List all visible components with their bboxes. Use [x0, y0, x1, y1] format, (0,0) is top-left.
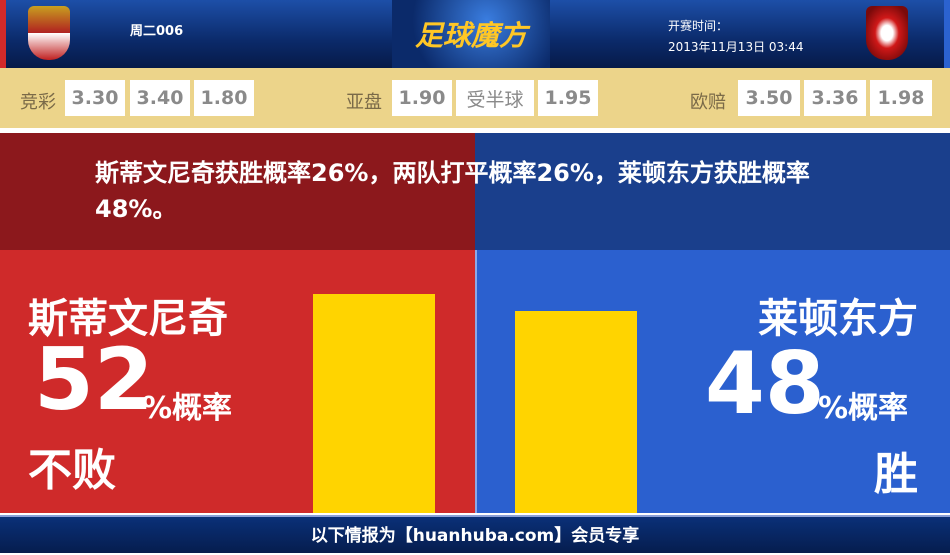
- jingcai-label: 竞彩: [20, 92, 56, 113]
- handicap-value: 受半球: [456, 80, 534, 116]
- euro-label: 欧赔: [690, 92, 726, 113]
- summary-bg-away: [475, 133, 950, 250]
- odds-value: 3.50: [738, 80, 800, 116]
- odds-bar: 竞彩 3.30 3.40 1.80 亚盘 1.90 受半球 1.95 欧赔 3.…: [0, 68, 950, 128]
- members-banner[interactable]: 以下情报为【huanhuba.com】会员专享: [0, 515, 950, 553]
- odds-value: 1.98: [870, 80, 932, 116]
- asian-label: 亚盘: [346, 92, 382, 113]
- odds-value: 1.95: [538, 80, 598, 116]
- away-outcome: 胜: [874, 449, 918, 500]
- kickoff-label: 开赛时间：: [668, 19, 729, 33]
- summary-text: 斯蒂文尼奇获胜概率26%，两队打平概率26%，莱顿东方获胜概率48%。: [95, 159, 810, 223]
- summary-bg-home: [0, 133, 475, 250]
- home-percent: 52: [34, 330, 154, 430]
- header: 周二006 足球魔方 开赛时间： 2013年11月13日 03:44: [0, 0, 950, 68]
- odds-value: 1.80: [194, 80, 254, 116]
- away-team-name: 莱顿东方: [758, 296, 918, 342]
- match-code: 周二006: [130, 24, 184, 39]
- home-percent-unit: %概率: [142, 391, 233, 426]
- logo: 足球魔方: [392, 0, 550, 68]
- home-probability-bar: [313, 294, 435, 513]
- home-crest-icon: [28, 6, 70, 60]
- away-percent: 48: [705, 334, 825, 434]
- away-color-strip: [944, 0, 950, 68]
- away-percent-unit: %概率: [818, 391, 909, 426]
- odds-value: 3.40: [130, 80, 190, 116]
- odds-value: 3.36: [804, 80, 866, 116]
- kickoff-time: 2013年11月13日 03:44: [668, 40, 804, 54]
- home-color-strip: [0, 0, 6, 68]
- odds-value: 3.30: [65, 80, 125, 116]
- home-outcome: 不败: [28, 445, 116, 496]
- away-crest-icon: [866, 6, 908, 60]
- kickoff: 开赛时间： 2013年11月13日 03:44: [668, 16, 803, 58]
- odds-value: 1.90: [392, 80, 452, 116]
- away-probability-bar: [515, 310, 637, 513]
- home-team-name: 斯蒂文尼奇: [28, 296, 228, 342]
